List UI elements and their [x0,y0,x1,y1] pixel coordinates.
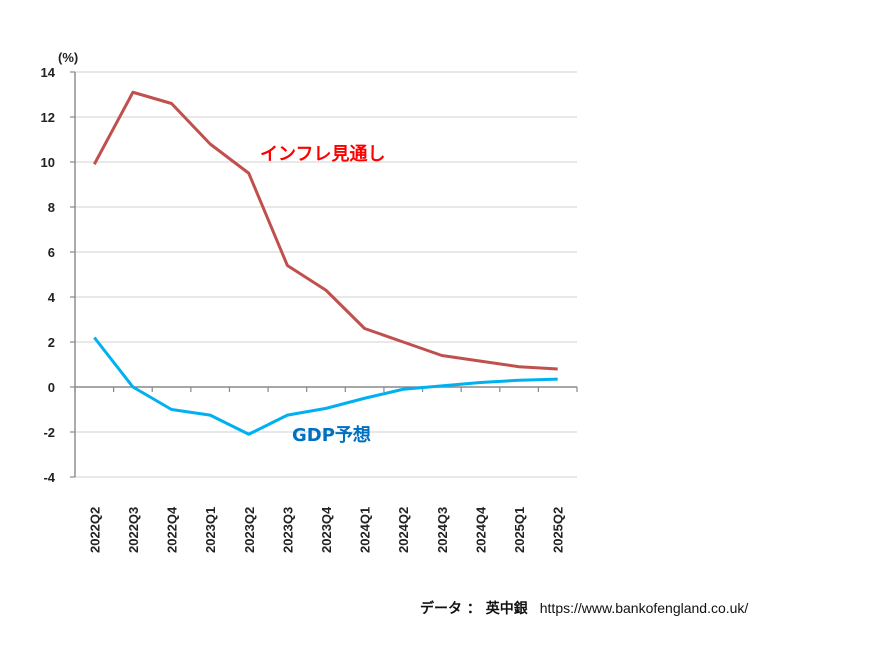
y-tick-label: 6 [48,245,55,260]
series-label-1: GDP予想 [292,424,371,446]
y-tick-label: 4 [48,290,56,305]
x-tick-label: 2023Q4 [319,506,334,553]
x-tick-label: 2025Q2 [551,507,566,553]
y-tick-label: 2 [48,335,55,350]
y-tick-label: -2 [43,425,55,440]
x-tick-label: 2024Q2 [396,507,411,553]
x-tick-label: 2025Q1 [512,507,527,553]
y-tick-label: 8 [48,200,55,215]
y-axis-unit: (%) [58,50,78,65]
y-tick-label: 12 [41,110,55,125]
x-tick-label: 2023Q3 [280,507,295,553]
x-tick-label: 2022Q4 [165,506,180,553]
x-tick-label: 2024Q4 [473,506,488,553]
source-url: https://www.bankofengland.co.uk/ [539,600,749,616]
y-tick-label: 0 [48,380,55,395]
x-tick-label: 2022Q3 [126,507,141,553]
x-tick-label: 2024Q3 [435,507,450,553]
y-tick-label: 14 [41,65,56,80]
y-tick-label: -4 [43,470,55,485]
series-line-1 [93,336,558,436]
source-note: データ ： 英中銀 https://www.bankofengland.co.uk… [420,598,748,618]
y-tick-label: 10 [41,155,55,170]
series-line-0 [92,90,558,371]
source-label: データ ： 英中銀 [420,601,528,617]
x-tick-label: 2023Q2 [242,507,257,553]
x-tick-label: 2023Q1 [203,507,218,553]
x-tick-label: 2022Q2 [87,507,102,553]
series-label-0: インフレ見通し [260,144,385,165]
x-tick-label: 2024Q1 [358,507,373,553]
